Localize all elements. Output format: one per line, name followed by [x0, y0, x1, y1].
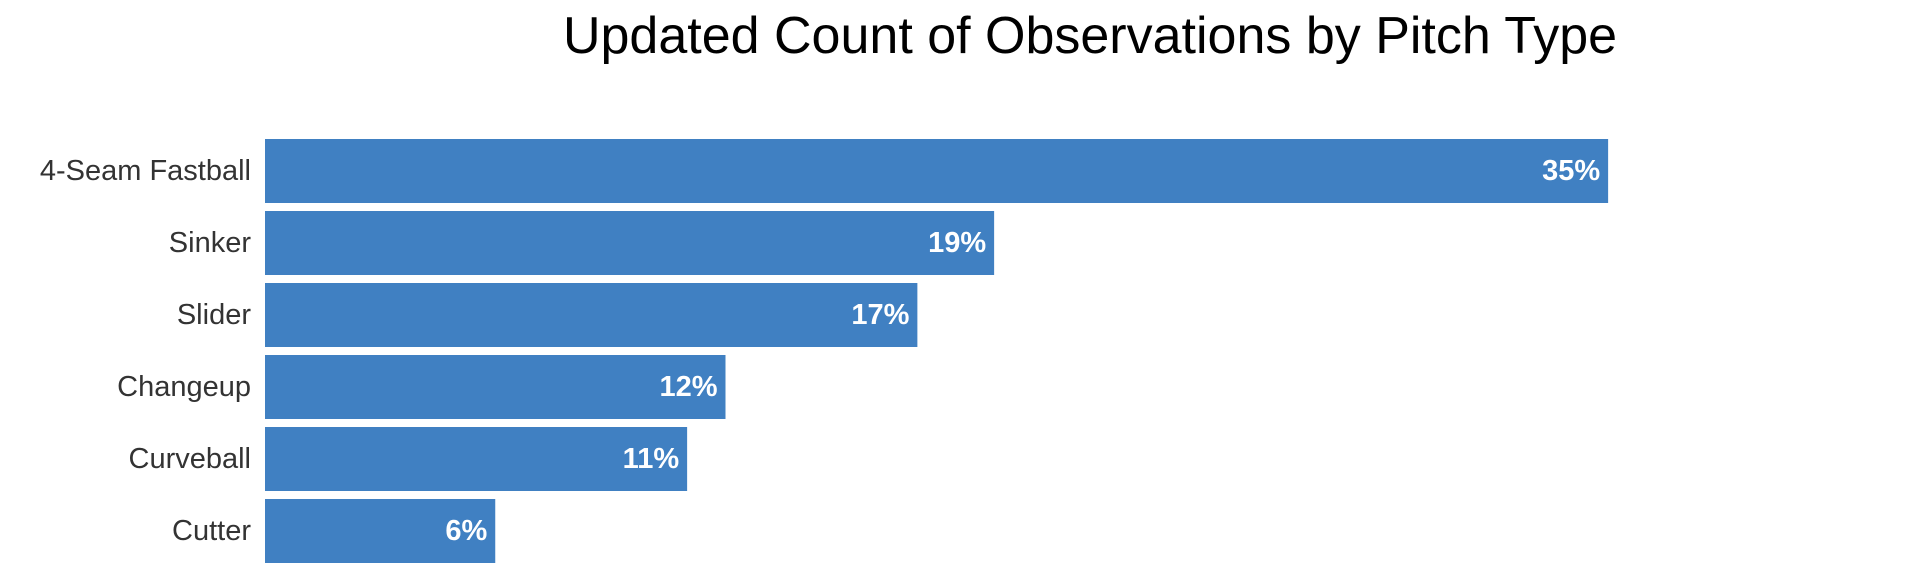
chart-title: Updated Count of Observations by Pitch T…	[563, 7, 1617, 65]
bar-slider	[265, 283, 918, 347]
bar-changeup	[265, 355, 726, 419]
value-label: 17%	[851, 299, 909, 331]
category-label: Curveball	[129, 443, 252, 475]
bar-4-seam-fastball	[265, 139, 1609, 203]
category-label: 4-Seam Fastball	[40, 155, 251, 187]
category-label: Sinker	[169, 227, 252, 259]
category-label: Slider	[177, 299, 251, 331]
category-label: Cutter	[172, 515, 251, 547]
category-label: Changeup	[117, 371, 251, 403]
value-label: 35%	[1542, 155, 1600, 187]
bars-group: 4-Seam Fastball 35% Sinker 19% Slider 17% Chan…	[40, 139, 1609, 563]
bar-curveball	[265, 427, 688, 491]
value-label: 11%	[623, 443, 680, 475]
value-label: 6%	[445, 515, 487, 547]
bar-cutter	[265, 499, 496, 563]
value-label: 19%	[928, 227, 986, 259]
bar-sinker	[265, 211, 995, 275]
value-label: 12%	[659, 371, 717, 403]
